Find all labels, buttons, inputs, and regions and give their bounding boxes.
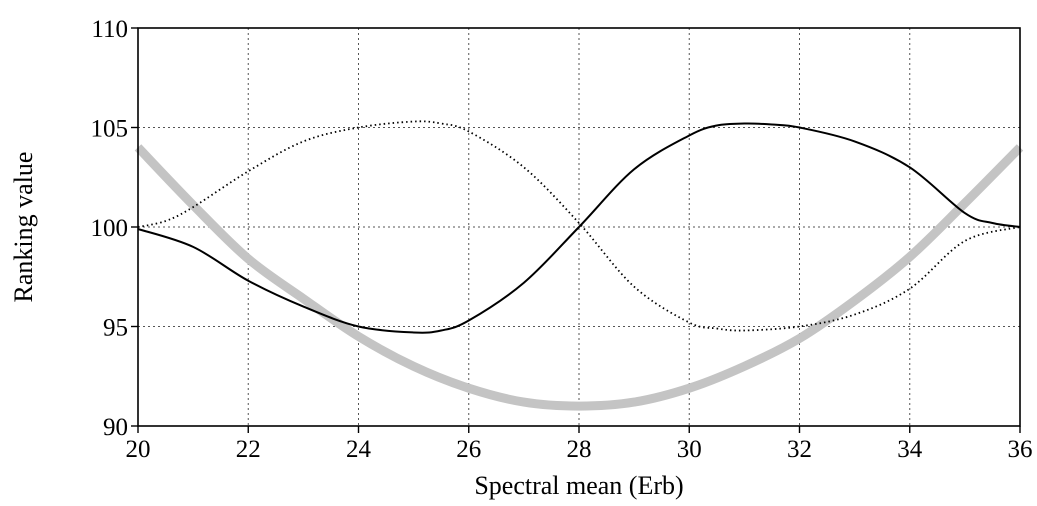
x-tick-label: 22 [236,436,261,463]
ticks: 20 22 24 26 28 30 32 34 36 90 95 100 105 110 [91,16,1033,463]
series-line-solid [137,122,1021,334]
x-tick-label: 32 [787,436,812,463]
x-tick-label: 26 [456,436,481,463]
y-tick-label: 110 [91,16,128,43]
y-tick-label: 100 [91,215,129,242]
x-tick-label: 30 [677,436,702,463]
series-group [134,120,1024,411]
y-tick-label: 105 [91,116,129,143]
x-tick-label: 34 [897,436,923,463]
y-tick-label: 95 [103,315,128,342]
series-line-dotted [137,120,1021,332]
x-tick-label: 36 [1008,436,1033,463]
series-line-gray-thick [134,144,1024,411]
y-axis-label: Ranking value [9,152,38,303]
x-tick-label: 24 [346,436,372,463]
x-tick-label: 28 [567,436,592,463]
y-tick-label: 90 [103,414,128,441]
x-axis-label: Spectral mean (Erb) [474,471,683,500]
x-tick-label: 20 [126,436,151,463]
